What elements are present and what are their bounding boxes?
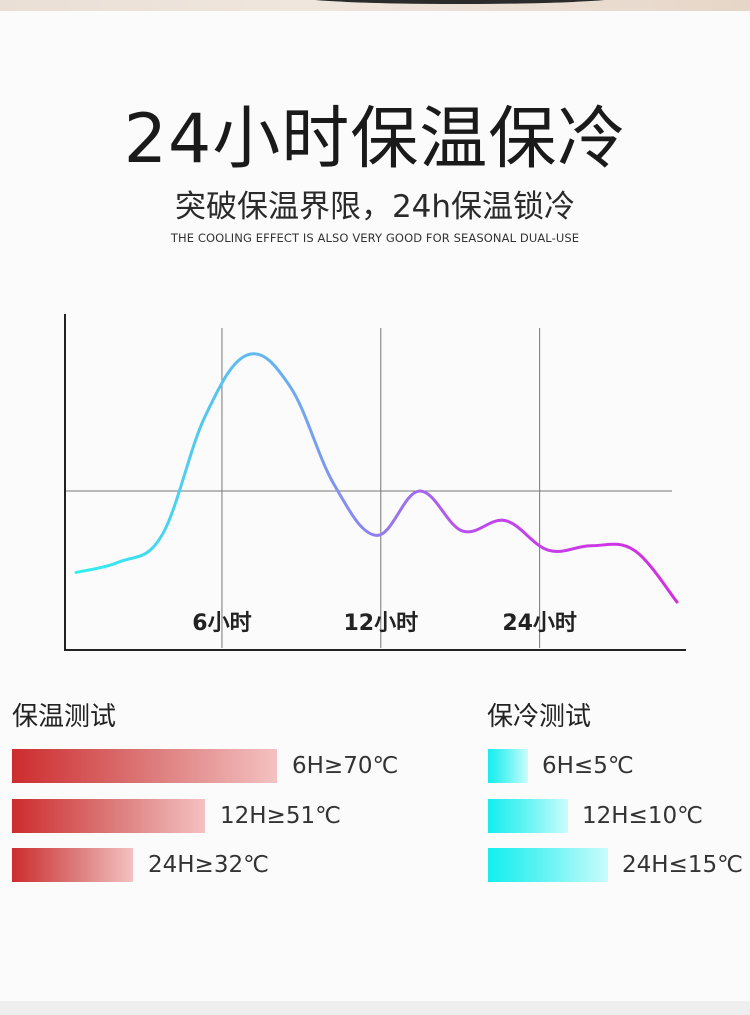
temperature-series-line bbox=[74, 352, 679, 604]
cold-test-bar bbox=[488, 848, 608, 882]
x-tick-label: 12小时 bbox=[343, 611, 418, 636]
heat-test-bar bbox=[12, 848, 133, 882]
english-caption: THE COOLING EFFECT IS ALSO VERY GOOD FOR… bbox=[170, 231, 580, 245]
cold-test-bar-label: 24H≤15℃ bbox=[622, 852, 743, 878]
cold-test-bar-label: 6H≤5℃ bbox=[542, 753, 634, 779]
page-title: 24小时保温保冷 bbox=[123, 100, 627, 179]
cup-lid-image bbox=[300, 0, 620, 4]
heat-test-bar-label: 12H≥51℃ bbox=[220, 803, 341, 829]
x-tick-label: 24小时 bbox=[502, 611, 577, 636]
heat-test-bar bbox=[12, 799, 205, 833]
product-top-strip bbox=[0, 0, 750, 11]
bottom-divider bbox=[0, 1001, 750, 1015]
heat-test-title: 保温测试 bbox=[12, 702, 117, 732]
cold-test-bar bbox=[488, 799, 568, 833]
cold-test-bar bbox=[488, 749, 528, 783]
x-tick-label: 6小时 bbox=[192, 611, 251, 636]
cold-test-title: 保冷测试 bbox=[487, 702, 592, 732]
heat-test-bar bbox=[12, 749, 277, 783]
temperature-curve-chart: 6小时 12小时 24小时 bbox=[64, 314, 686, 651]
heat-test-bar-label: 24H≥32℃ bbox=[148, 852, 269, 878]
heat-test-bar-label: 6H≥70℃ bbox=[292, 753, 399, 779]
cold-test-bar-label: 12H≤10℃ bbox=[582, 803, 703, 829]
page-subtitle: 突破保温界限，24h保温锁冷 bbox=[174, 189, 576, 225]
